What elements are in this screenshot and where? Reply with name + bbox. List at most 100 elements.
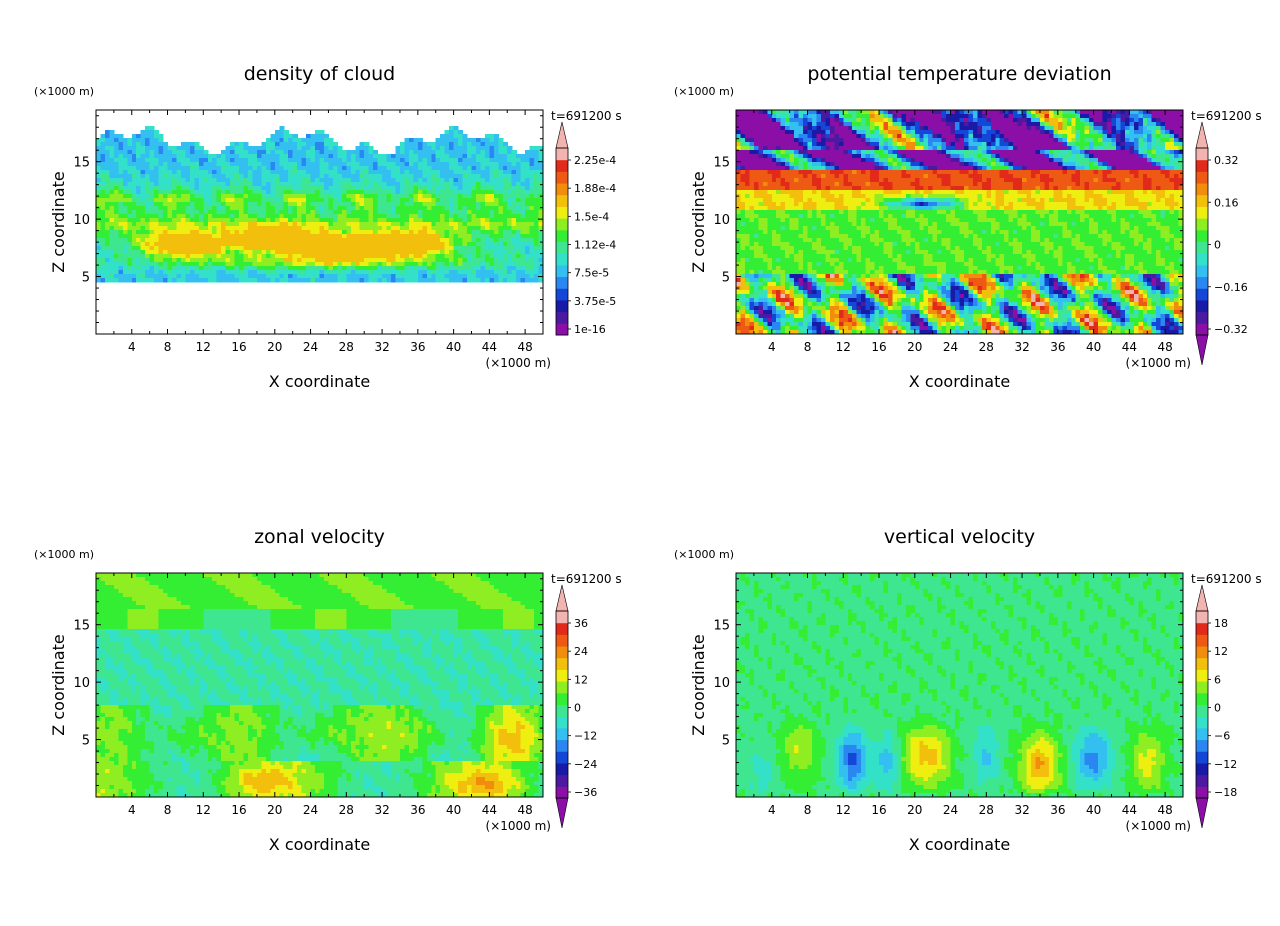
heatmap-cell — [122, 214, 128, 219]
heatmap-cell — [852, 146, 858, 151]
heatmap-cell — [489, 278, 495, 283]
heatmap-cell — [180, 178, 186, 183]
heatmap-cell — [368, 210, 374, 215]
heatmap-cell — [534, 166, 540, 171]
heatmap-cell — [999, 122, 1005, 127]
heatmap-cell — [158, 222, 164, 227]
heatmap-cell — [163, 218, 169, 223]
heatmap-cell — [310, 278, 316, 283]
heatmap-cell — [475, 154, 482, 159]
heatmap-cell — [346, 266, 352, 271]
heatmap-cell — [373, 198, 379, 203]
heatmap-cell — [122, 254, 128, 259]
heatmap-cell — [1048, 110, 1054, 115]
heatmap-cell — [498, 266, 504, 271]
heatmap-cell — [1026, 110, 1032, 115]
heatmap-cell — [865, 118, 871, 123]
heatmap-cell — [480, 162, 486, 167]
heatmap-cell — [221, 262, 227, 267]
heatmap-cell — [261, 238, 267, 243]
heatmap-cell — [413, 198, 419, 203]
heatmap-cell — [171, 178, 178, 183]
heatmap-cell — [301, 170, 307, 175]
heatmap-cell — [1133, 110, 1139, 115]
heatmap-cell — [306, 242, 312, 247]
heatmap-cell — [145, 170, 151, 175]
heatmap-cell — [386, 202, 392, 207]
heatmap-cell — [1075, 126, 1081, 131]
heatmap-cell — [198, 254, 204, 259]
heatmap-cell — [449, 154, 455, 159]
heatmap-cell — [449, 126, 455, 131]
heatmap-cell — [977, 154, 983, 159]
heatmap-cell — [498, 218, 504, 223]
heatmap-cell — [239, 234, 245, 239]
heatmap-cell — [136, 186, 142, 191]
heatmap-cell — [440, 222, 446, 227]
heatmap-cell — [435, 202, 441, 207]
heatmap-cell — [1066, 122, 1072, 127]
heatmap-cell — [301, 278, 307, 283]
heatmap-cell — [762, 162, 768, 167]
heatmap-cell — [946, 114, 952, 119]
heatmap-cell — [785, 142, 791, 147]
heatmap-cell — [283, 134, 289, 139]
heatmap-cell — [145, 210, 151, 215]
heatmap-cell — [453, 130, 459, 135]
heatmap-cell — [489, 206, 495, 211]
heatmap-cell — [502, 210, 508, 215]
heatmap-cell — [167, 174, 173, 179]
heatmap-cell — [373, 222, 379, 227]
heatmap-cell — [301, 274, 307, 279]
heatmap-cell — [180, 146, 186, 151]
heatmap-cell — [829, 130, 835, 135]
heatmap-cell — [207, 186, 213, 191]
heatmap-cell — [1124, 154, 1130, 159]
heatmap-cell — [171, 266, 178, 271]
heatmap-cell — [408, 138, 414, 143]
heatmap-cell — [239, 226, 245, 231]
heatmap-cell — [288, 190, 294, 195]
heatmap-cell — [230, 146, 236, 151]
heatmap-cell — [274, 170, 280, 175]
heatmap-cell — [449, 194, 455, 199]
heatmap-cell — [816, 150, 822, 155]
heatmap-cell — [1147, 158, 1153, 163]
heatmap-cell — [458, 154, 464, 159]
heatmap-cell — [247, 250, 254, 255]
heatmap-cell — [431, 178, 437, 183]
heatmap-cell — [516, 202, 522, 207]
heatmap-cell — [391, 170, 397, 175]
heatmap-cell — [167, 182, 173, 187]
heatmap-cell — [736, 130, 742, 135]
heatmap-cell — [1053, 114, 1059, 119]
heatmap-cell — [377, 174, 383, 179]
heatmap-cell — [847, 138, 853, 143]
heatmap-cell — [404, 202, 410, 207]
heatmap-cell — [332, 154, 338, 159]
heatmap-cell — [194, 238, 200, 243]
heatmap-cell — [1039, 110, 1046, 115]
heatmap-cell — [176, 274, 182, 279]
heatmap-cell — [377, 190, 383, 195]
heatmap-cell — [816, 158, 822, 163]
heatmap-cell — [100, 226, 106, 231]
heatmap-cell — [234, 238, 240, 243]
heatmap-cell — [919, 110, 925, 115]
heatmap-cell — [185, 270, 191, 275]
heatmap-cell — [458, 186, 464, 191]
heatmap-cell — [516, 162, 522, 167]
heatmap-cell — [771, 130, 777, 135]
heatmap-cell — [986, 154, 992, 159]
heatmap-cell — [1147, 134, 1153, 139]
heatmap-cell — [256, 162, 262, 167]
heatmap-cell — [471, 246, 477, 251]
heatmap-cell — [297, 182, 303, 187]
heatmap-cell — [502, 178, 508, 183]
heatmap-cell — [198, 250, 204, 255]
heatmap-cell — [1098, 154, 1104, 159]
heatmap-cell — [1115, 138, 1122, 143]
heatmap-cell — [404, 194, 410, 199]
heatmap-cell — [870, 150, 876, 155]
heatmap-cell — [905, 154, 911, 159]
